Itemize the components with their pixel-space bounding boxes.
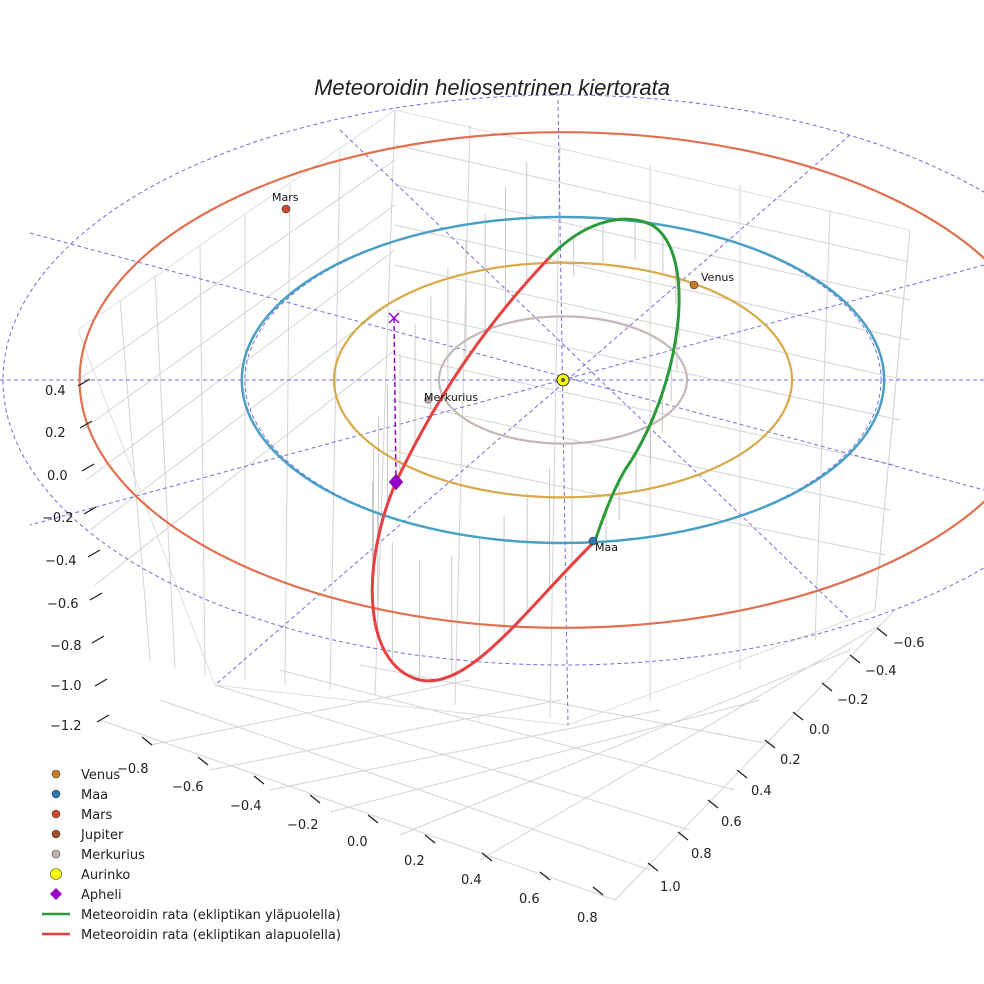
- legend-item: Meteoroidin rata (ekliptikan alapuolella…: [42, 928, 341, 943]
- legend-item: Aurinko: [50, 868, 130, 883]
- planet-mars: [281, 204, 291, 214]
- x-axis: −0.8 −0.6 −0.4 −0.2 0.0 0.2 0.4 0.6 0.8: [117, 736, 604, 926]
- legend-label: Mars: [81, 808, 113, 823]
- label-venus: Venus: [701, 271, 734, 284]
- y-tick-0: −0.6: [893, 636, 925, 651]
- planet-maa: [588, 536, 598, 546]
- aphelion-projection-x: [388, 312, 400, 324]
- legend-item: Apheli: [50, 888, 122, 903]
- meteoroid-orbit-below: [370, 256, 597, 683]
- chart-title: Meteoroidin heliosentrinen kiertorata: [314, 75, 670, 100]
- planet-merkurius: [424, 396, 432, 404]
- legend-marker: [51, 829, 61, 839]
- y-tick-3: 0.0: [809, 723, 830, 738]
- aphelion-marker: [388, 312, 404, 491]
- z-tick-7: −1.0: [50, 679, 82, 694]
- x-tick-6: 0.4: [461, 873, 482, 888]
- planet-orbits: [78, 131, 984, 629]
- orbit-venus: [332, 261, 794, 499]
- legend-item: Jupiter: [51, 828, 124, 843]
- z-tick-2: 0.0: [47, 469, 68, 484]
- legend-item: Mars: [51, 808, 113, 823]
- y-tick-2: −0.2: [837, 693, 869, 708]
- x-tick-7: 0.6: [519, 892, 540, 907]
- legend-label: Aurinko: [81, 868, 130, 883]
- x-tick-5: 0.2: [404, 854, 425, 869]
- legend-item: Venus: [51, 768, 120, 783]
- z-tick-8: −1.2: [50, 719, 82, 734]
- legend-item: Merkurius: [51, 848, 145, 863]
- legend-label: Merkurius: [81, 848, 145, 863]
- orbit-maa: [240, 215, 886, 545]
- legend-label: Maa: [81, 788, 108, 803]
- z-tick-1: 0.2: [45, 426, 66, 441]
- y-tick-1: −0.4: [865, 664, 897, 679]
- z-axis: 0.4 0.2 0.0 −0.2 −0.4 −0.6 −0.8 −1.0 −1.…: [42, 378, 110, 734]
- x-tick-2: −0.4: [230, 799, 262, 814]
- planets: Venus Maa Mars Merkurius: [272, 191, 734, 554]
- z-tick-0: 0.4: [45, 384, 66, 399]
- sun-core: [561, 378, 565, 382]
- legend-label: Meteoroidin rata (ekliptikan alapuolella…: [81, 928, 341, 943]
- label-mars: Mars: [272, 191, 299, 204]
- y-tick-7: 0.8: [691, 847, 712, 862]
- legend-marker: [51, 789, 61, 799]
- legend-marker: [50, 868, 62, 880]
- meteoroid-orbit: [370, 217, 681, 683]
- z-tick-5: −0.6: [47, 597, 79, 612]
- label-merkurius: Merkurius: [424, 391, 478, 404]
- z-tick-4: −0.4: [45, 554, 77, 569]
- back-wall-pane: [77, 109, 911, 726]
- legend-item: Maa: [51, 788, 108, 803]
- legend-label: Meteoroidin rata (ekliptikan yläpuolella…: [81, 908, 341, 923]
- sun: [556, 373, 570, 387]
- orbit-merkurius: [437, 315, 689, 445]
- x-tick-1: −0.6: [172, 780, 204, 795]
- legend-marker: [51, 849, 61, 859]
- legend-marker: [51, 769, 61, 779]
- legend-item: Meteoroidin rata (ekliptikan yläpuolella…: [42, 908, 341, 923]
- aphelion-diamond: [388, 473, 404, 491]
- aphelion-drop-line: [393, 317, 397, 483]
- legend-label: Venus: [81, 768, 120, 783]
- y-tick-5: 0.4: [751, 784, 772, 799]
- legend-label: Jupiter: [80, 828, 124, 843]
- y-tick-8: 1.0: [660, 880, 681, 895]
- label-maa: Maa: [595, 541, 618, 554]
- x-tick-4: 0.0: [347, 835, 368, 850]
- legend: Venus Maa Mars Jupiter Merkurius Aurinko Aphel…: [42, 768, 341, 943]
- z-tick-6: −0.8: [50, 639, 82, 654]
- legend-marker: [51, 809, 61, 819]
- legend-label: Apheli: [81, 888, 122, 903]
- y-tick-6: 0.6: [721, 815, 742, 830]
- z-tick-3: −0.2: [42, 511, 74, 526]
- legend-marker: [50, 888, 62, 900]
- x-tick-8: 0.8: [577, 911, 598, 926]
- planet-venus: [689, 280, 699, 290]
- orbit-mars: [78, 131, 984, 629]
- y-tick-4: 0.2: [780, 753, 801, 768]
- meteoroid-orbit-above: [547, 217, 681, 542]
- y-axis: −0.6 −0.4 −0.2 0.0 0.2 0.4 0.6 0.8 1.0: [647, 627, 925, 895]
- grid-panes: [77, 109, 911, 901]
- x-tick-0: −0.8: [117, 762, 149, 777]
- x-tick-3: −0.2: [287, 818, 319, 833]
- drop-lines: [372, 162, 680, 680]
